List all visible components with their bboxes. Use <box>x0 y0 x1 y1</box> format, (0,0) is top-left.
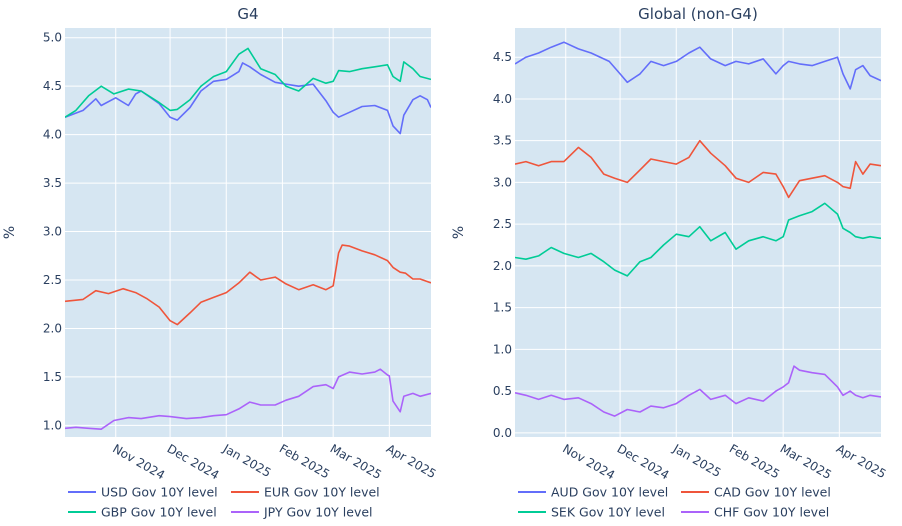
series-line-cad <box>515 139 881 199</box>
plot-area <box>65 28 431 437</box>
series-line-eur <box>65 244 431 326</box>
y-tick-label: 3.5 <box>43 176 62 190</box>
y-tick-label: 5.0 <box>43 31 62 45</box>
legend-label: USD Gov 10Y level <box>101 485 218 500</box>
chart-panel-1: 0.0 0.5 1.0 1.5 2.0 2.5 3.0 3.5 4.0 4.5 Nov 2024De… <box>451 5 889 520</box>
y-tick-label: 4.5 <box>493 50 512 64</box>
series-line-aud <box>515 41 881 90</box>
x-tick-label: Feb 2025 <box>727 441 782 481</box>
y-tick-label: 0.5 <box>493 384 512 398</box>
legend: AUD Gov 10Y level CAD Gov 10Y level SEK Go… <box>518 485 831 520</box>
x-tick-label: Jan 2025 <box>670 441 724 480</box>
y-tick-label: 4.5 <box>43 79 62 93</box>
legend-label: EUR Gov 10Y level <box>264 485 380 500</box>
plot-area <box>515 28 881 437</box>
y-tick-label: 1.5 <box>493 301 512 315</box>
y-tick-label: 2.5 <box>493 217 512 231</box>
y-axis-title: % <box>2 226 18 239</box>
legend: USD Gov 10Y level EUR Gov 10Y level GBP Go… <box>68 485 380 520</box>
x-tick-label: Nov 2024 <box>110 441 167 482</box>
x-tick-label: Dec 2024 <box>615 441 672 482</box>
y-tick-label: 3.5 <box>493 134 512 148</box>
x-tick-label: Apr 2025 <box>834 441 889 481</box>
legend-label: GBP Gov 10Y level <box>101 505 217 520</box>
y-axis-title: % <box>451 226 467 239</box>
x-tick-label: Mar 2025 <box>778 441 834 482</box>
series-line-chf <box>515 365 881 417</box>
series-line-usd <box>65 62 431 135</box>
legend-label: AUD Gov 10Y level <box>551 485 668 500</box>
y-tick-label: 0.0 <box>493 426 512 440</box>
series-line-gbp <box>65 47 431 118</box>
y-tick-label: 1.0 <box>493 342 512 356</box>
y-tick-label: 2.0 <box>493 259 512 273</box>
y-tick-label: 4.0 <box>43 128 62 142</box>
legend-label: JPY Gov 10Y level <box>263 505 373 520</box>
x-tick-label: Feb 2025 <box>277 441 332 481</box>
series-line-jpy <box>65 368 431 431</box>
y-tick-label: 1.5 <box>43 370 62 384</box>
chart-title: Global (non-G4) <box>638 5 758 23</box>
y-tick-label: 3.0 <box>43 225 62 239</box>
chart-title: G4 <box>237 5 258 23</box>
x-tick-label: Jan 2025 <box>220 441 274 480</box>
series-line-sek <box>515 202 881 277</box>
y-tick-label: 1.0 <box>43 418 62 432</box>
x-tick-label: Dec 2024 <box>165 441 222 482</box>
x-tick-label: Mar 2025 <box>328 441 384 482</box>
y-tick-label: 2.5 <box>43 273 62 287</box>
y-tick-label: 4.0 <box>493 92 512 106</box>
legend-label: CHF Gov 10Y level <box>714 505 829 520</box>
legend-label: SEK Gov 10Y level <box>551 505 665 520</box>
x-tick-label: Apr 2025 <box>384 441 439 481</box>
y-tick-label: 2.0 <box>43 321 62 335</box>
x-tick-label: Nov 2024 <box>560 441 617 482</box>
legend-label: CAD Gov 10Y level <box>714 485 831 500</box>
y-tick-label: 3.0 <box>493 175 512 189</box>
